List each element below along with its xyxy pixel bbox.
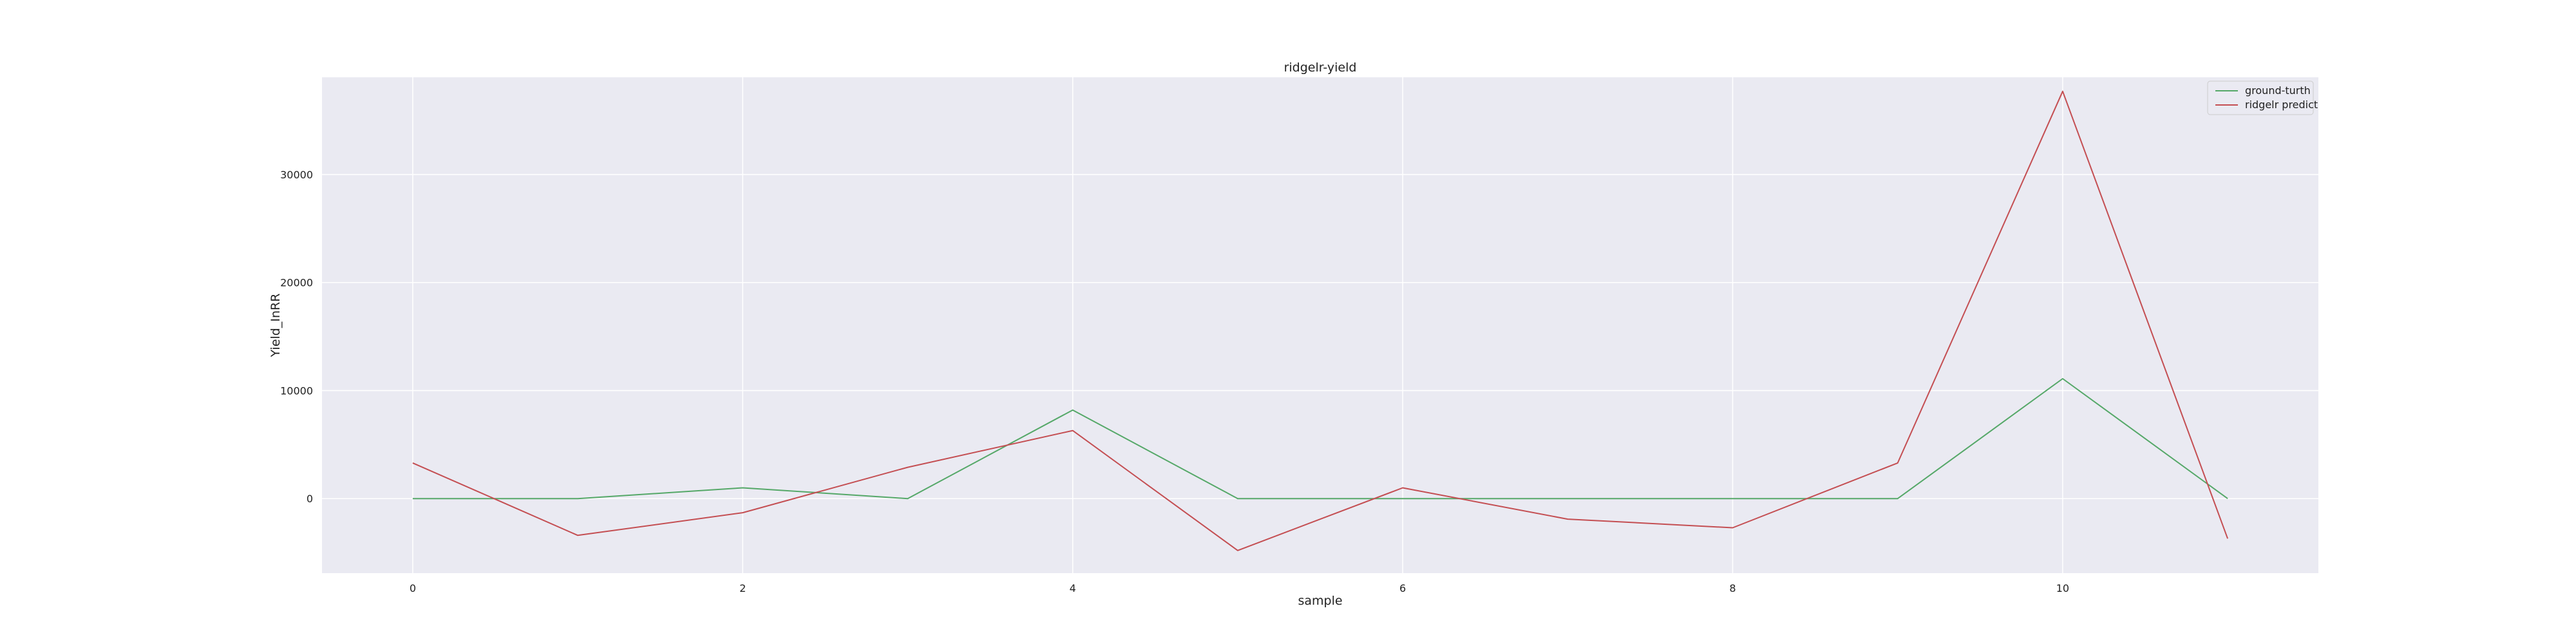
x-tick-label: 8 [1729, 582, 1736, 594]
y-tick-label: 10000 [280, 384, 313, 397]
x-tick-label: 2 [739, 582, 746, 594]
y-axis-label: Yield_InRR [269, 294, 283, 358]
y-tick-labels: 0 10000 20000 30000 [280, 169, 313, 505]
x-tick-label: 6 [1399, 582, 1406, 594]
chart-title: ridgelr-yield [1284, 61, 1357, 75]
x-axis-label: sample [1298, 594, 1342, 608]
series-lines [412, 90, 2229, 551]
grid-lines [322, 77, 2318, 573]
x-tick-labels: 0 2 4 6 8 10 [410, 582, 2069, 594]
legend-label-ridgelr-predict: ridgelr predict [2245, 99, 2318, 111]
legend-label-ground-turth: ground-turth [2245, 84, 2311, 97]
x-tick-label: 0 [410, 582, 416, 594]
x-tick-label: 10 [2056, 582, 2069, 594]
y-tick-label: 30000 [280, 169, 313, 181]
series-line-ridgelr-predict [412, 90, 2229, 551]
plot-background [322, 77, 2318, 573]
y-tick-label: 0 [307, 493, 313, 505]
legend-box [2207, 80, 2314, 115]
y-tick-label: 20000 [280, 277, 313, 289]
series-line-ground-turth [412, 378, 2228, 500]
x-tick-label: 4 [1070, 582, 1076, 594]
legend: ground-turth ridgelr predict [2207, 80, 2318, 115]
